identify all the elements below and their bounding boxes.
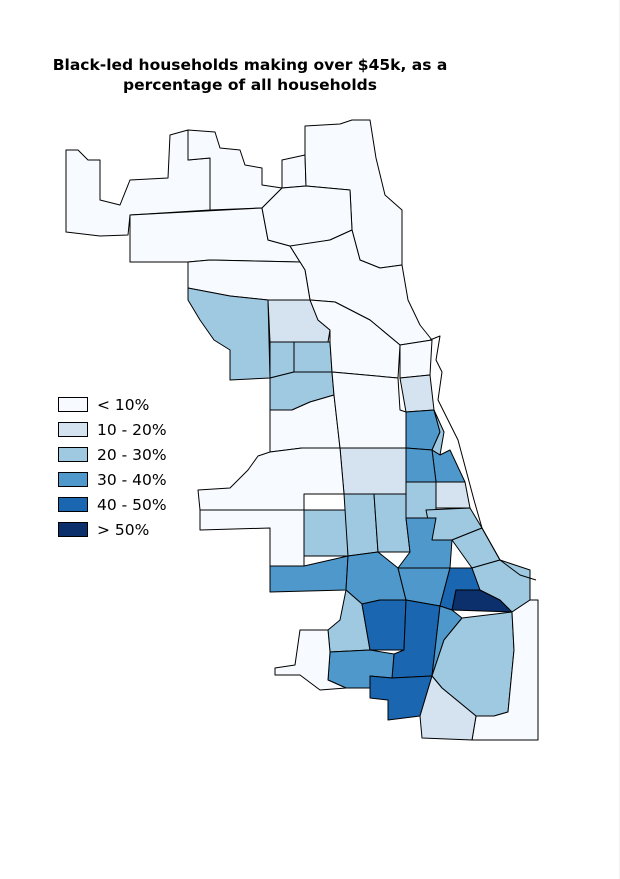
region-southwest-a bbox=[197, 447, 345, 511]
region-center-f bbox=[373, 493, 411, 553]
legend-swatch bbox=[58, 447, 88, 462]
region-west-a bbox=[187, 287, 271, 381]
region-loop bbox=[399, 339, 433, 379]
region-center-g bbox=[397, 517, 453, 569]
region-lake-c bbox=[435, 481, 471, 509]
region-center-a bbox=[331, 371, 407, 449]
legend-item: < 10% bbox=[58, 392, 167, 417]
legend-label: 10 - 20% bbox=[97, 420, 167, 439]
legend-item: > 50% bbox=[58, 517, 167, 542]
region-center-e bbox=[343, 493, 379, 557]
region-south-a bbox=[345, 551, 407, 605]
legend-label: 30 - 40% bbox=[97, 470, 167, 489]
map-legend: < 10% 10 - 20% 20 - 30% 30 - 40% 40 - 50… bbox=[58, 392, 167, 542]
legend-item: 10 - 20% bbox=[58, 417, 167, 442]
legend-item: 20 - 30% bbox=[58, 442, 167, 467]
legend-swatch bbox=[58, 472, 88, 487]
map-title: Black-led households making over $45k, a… bbox=[0, 55, 500, 95]
region-far-northwest bbox=[65, 129, 211, 237]
legend-label: > 50% bbox=[97, 520, 150, 539]
lakefront-edge bbox=[429, 335, 537, 581]
legend-label: 20 - 30% bbox=[97, 445, 167, 464]
legend-item: 30 - 40% bbox=[58, 467, 167, 492]
region-southwest-b bbox=[199, 509, 305, 567]
region-farsouth-h bbox=[419, 675, 477, 741]
region-farsouth-b bbox=[361, 599, 407, 651]
legend-item: 40 - 50% bbox=[58, 492, 167, 517]
legend-swatch bbox=[58, 397, 88, 412]
region-north-a bbox=[187, 129, 307, 211]
region-lake-b bbox=[431, 449, 466, 483]
region-southwest-c bbox=[303, 509, 349, 557]
region-center-b bbox=[405, 447, 437, 483]
legend-label: < 10% bbox=[97, 395, 150, 414]
map-title-line-1: Black-led households making over $45k, a… bbox=[52, 56, 448, 74]
region-far-southwest-tail bbox=[274, 629, 347, 691]
region-near-south-a bbox=[399, 374, 435, 413]
legend-label: 40 - 50% bbox=[97, 495, 167, 514]
region-center-c bbox=[339, 447, 407, 495]
legend-swatch bbox=[58, 497, 88, 512]
region-west-d bbox=[293, 341, 333, 373]
legend-swatch bbox=[58, 422, 88, 437]
map-title-line-2: percentage of all households bbox=[123, 76, 377, 94]
legend-swatch bbox=[58, 522, 88, 537]
